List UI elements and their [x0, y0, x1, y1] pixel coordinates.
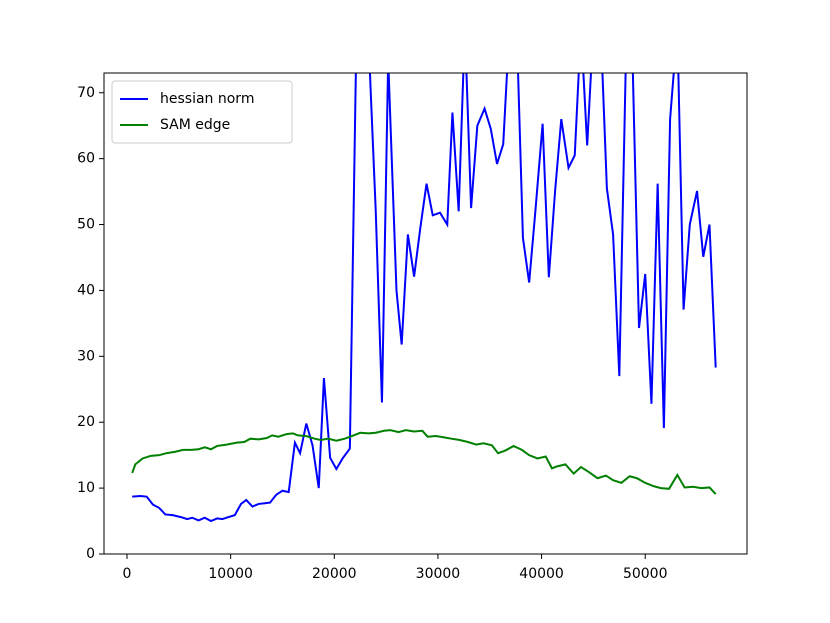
y-tick-label: 0	[86, 546, 95, 562]
y-tick-label: 70	[77, 85, 95, 101]
y-tick-label: 30	[77, 348, 95, 364]
plot-lines	[131, 73, 717, 523]
y-tick-label: 20	[77, 414, 95, 430]
x-tick-label: 50000	[623, 566, 668, 582]
x-tick-label: 10000	[208, 566, 253, 582]
legend-label: SAM edge	[160, 117, 230, 133]
y-tick-label: 40	[77, 282, 95, 298]
legend-box	[111, 80, 293, 144]
y-tick-label: 10	[77, 480, 95, 496]
x-tick-label: 0	[123, 566, 132, 582]
series-line	[131, 429, 717, 495]
plot-frame	[103, 72, 748, 555]
y-tick-label: 60	[77, 151, 95, 167]
series-line	[132, 73, 717, 523]
x-tick-label: 30000	[416, 566, 461, 582]
x-tick-label: 40000	[519, 566, 564, 582]
x-tick-label: 20000	[312, 566, 357, 582]
y-tick-label: 50	[77, 217, 95, 233]
legend-label: hessian norm	[160, 91, 254, 107]
